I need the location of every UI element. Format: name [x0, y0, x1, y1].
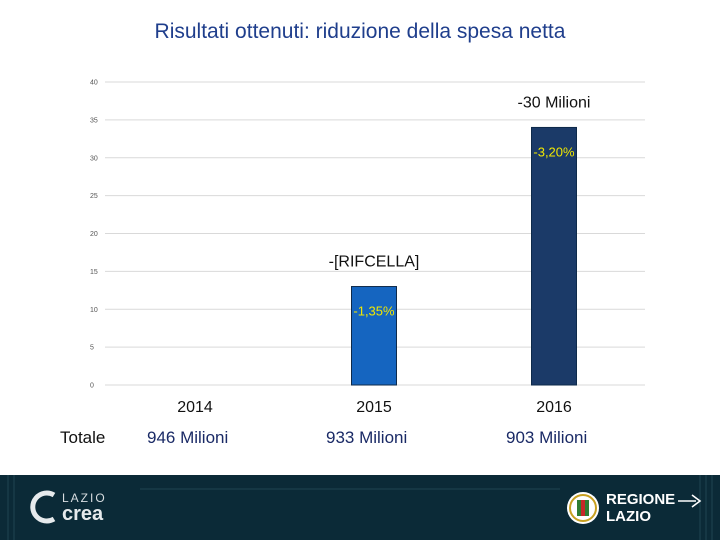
total-2016: 903 Milioni	[506, 428, 588, 447]
regione-lazio-logo-bottom: LAZIO	[606, 508, 651, 525]
y-tick-label-30: 30	[90, 155, 98, 162]
lazio-crea-logo: LAZIO crea	[28, 487, 138, 529]
regione-lazio-logo-top: REGIONE	[606, 491, 676, 508]
annotation-percent-2015: -1,35%	[353, 304, 395, 319]
chevron-right-icon	[678, 494, 702, 508]
y-tick-label-35: 35	[90, 117, 98, 124]
totals-label: Totale	[60, 428, 106, 447]
footer-stripes	[7, 475, 713, 540]
annotation-label-2015: -[RIFCELLA]	[329, 254, 420, 271]
y-tick-label-5: 5	[90, 345, 94, 352]
regione-lazio-emblem-icon	[567, 492, 599, 524]
x-tick-label-2014: 2014	[177, 399, 213, 416]
bar-2015	[351, 286, 397, 386]
annotation-label-2016: -30 Milioni	[518, 94, 591, 111]
bar-chart: 0 5 10 15 20 25 30 35 40 2014 2015 2016 -[RIFCELLA] -…	[90, 80, 645, 416]
x-tick-label-2015: 2015	[356, 399, 392, 416]
lazio-crea-logo-top: LAZIO	[62, 491, 107, 505]
regione-lazio-logo: REGIONE LAZIO	[566, 491, 716, 527]
y-tick-label-10: 10	[90, 307, 98, 314]
footer-bar: LAZIO crea REGIONE LAZIO	[0, 475, 720, 540]
bar-2016	[531, 126, 577, 386]
totals-row: Totale 946 Milioni 933 Milioni 903 Milio…	[0, 428, 720, 450]
total-2015: 933 Milioni	[326, 428, 408, 447]
total-2014: 946 Milioni	[147, 428, 229, 447]
y-tick-label-40: 40	[90, 80, 98, 87]
lazio-crea-logo-bottom: crea	[62, 503, 104, 525]
chart-title: Risultati ottenuti: riduzione della spes…	[154, 20, 566, 43]
y-tick-label-0: 0	[90, 383, 94, 390]
y-tick-label-15: 15	[90, 269, 98, 276]
x-tick-label-2016: 2016	[536, 399, 572, 416]
annotation-percent-2016: -3,20%	[533, 144, 575, 159]
y-tick-label-25: 25	[90, 193, 98, 200]
y-tick-label-20: 20	[90, 231, 98, 238]
lazio-crea-mark-icon	[30, 490, 56, 524]
